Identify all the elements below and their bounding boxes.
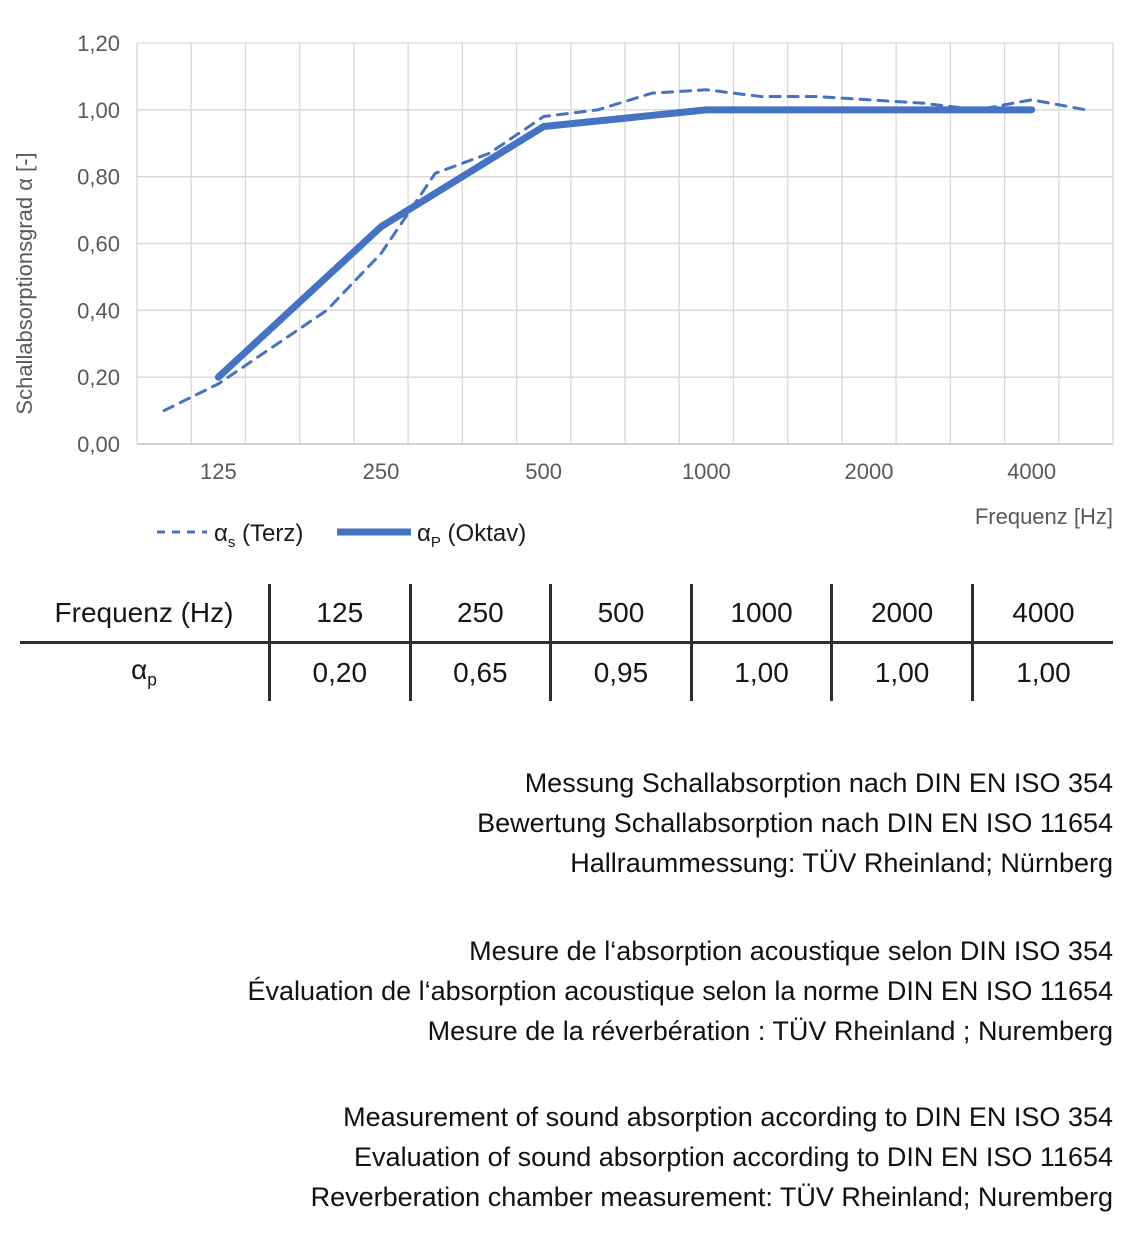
alpha-symbol: α [131, 654, 148, 686]
x-tick-label: 1000 [682, 459, 731, 484]
table-header-2000: 2000 [830, 584, 973, 644]
note-german-line-1: Messung Schallabsorption nach DIN EN ISO… [524, 768, 1113, 798]
y-axis-tick-labels: 0,00 0,20 0,40 0,60 0,80 1,00 1,20 [77, 31, 120, 457]
x-axis-tick-labels: 125 250 500 1000 2000 4000 [200, 459, 1056, 484]
table-value-1000: 1,00 [689, 642, 832, 701]
x-axis-title: Frequenz [Hz] [975, 504, 1113, 529]
y-tick-label: 0,60 [77, 232, 120, 257]
table-value-2000: 1,00 [830, 642, 973, 701]
series-alpha-p-oktav-line [214, 106, 1036, 381]
note-german: Messung Schallabsorption nach DIN EN ISO… [0, 763, 1135, 883]
table-value-4000: 1,00 [970, 642, 1113, 701]
note-english-line-2: Evaluation of sound absorption according… [354, 1142, 1113, 1172]
table-header-1000: 1000 [689, 584, 832, 644]
note-french-line-3: Mesure de la réverbération : TÜV Rheinla… [427, 1016, 1113, 1046]
x-tick-label: 500 [525, 459, 562, 484]
y-tick-label: 0,20 [77, 365, 120, 390]
table-header-500: 500 [549, 584, 692, 644]
absorption-table: Frequenz (Hz) 125 250 500 1000 2000 4000… [20, 584, 1113, 701]
table-header-row: Frequenz (Hz) 125 250 500 1000 2000 4000 [20, 584, 1113, 644]
table-value-125: 0,20 [268, 642, 411, 701]
legend-item-alpha-p-oktav: αP (Oktav) [337, 520, 526, 551]
y-tick-label: 1,20 [77, 31, 120, 56]
table-value-row: αp 0,20 0,65 0,95 1,00 1,00 1,00 [20, 642, 1113, 702]
table-header-125: 125 [268, 584, 411, 644]
note-english-line-1: Measurement of sound absorption accordin… [343, 1102, 1113, 1132]
note-french: Mesure de l‘absorption acoustique selon … [0, 931, 1135, 1051]
x-tick-label: 2000 [845, 459, 894, 484]
table-value-250: 0,65 [408, 642, 551, 701]
table-header-frequency: Frequenz (Hz) [20, 584, 270, 644]
gridlines [136, 42, 1114, 445]
y-tick-label: 0,40 [77, 298, 120, 323]
legend-item-alpha-s-terz: αs (Terz) [157, 520, 303, 551]
alpha-subscript-p: p [147, 669, 157, 690]
legend-label: αP (Oktav) [417, 520, 526, 551]
y-axis-title: Schallabsorptionsgrad α [-] [12, 152, 37, 414]
x-tick-label: 125 [200, 459, 237, 484]
absorption-chart: 0,00 0,20 0,40 0,60 0,80 1,00 1,20 125 250 500 100… [12, 31, 1114, 551]
note-french-line-1: Mesure de l‘absorption acoustique selon … [469, 936, 1113, 966]
table-row-label-alpha-p: αp [20, 643, 270, 702]
y-tick-label: 0,80 [77, 165, 120, 190]
y-tick-label: 1,00 [77, 98, 120, 123]
table-value-500: 0,95 [549, 642, 692, 701]
x-tick-label: 250 [363, 459, 400, 484]
series-alpha-s-terz-line [162, 88, 1088, 413]
note-french-line-2: Évaluation de l‘absorption acoustique se… [247, 976, 1113, 1006]
table-header-250: 250 [408, 584, 551, 644]
legend-label: αs (Terz) [214, 520, 303, 551]
table-header-4000: 4000 [970, 584, 1113, 644]
legend: αs (Terz) αP (Oktav) [157, 520, 526, 551]
y-tick-label: 0,00 [77, 432, 120, 457]
note-english-line-3: Reverberation chamber measurement: TÜV R… [310, 1182, 1113, 1212]
note-english: Measurement of sound absorption accordin… [0, 1097, 1135, 1217]
note-german-line-2: Bewertung Schallabsorption nach DIN EN I… [477, 808, 1113, 838]
x-tick-label: 4000 [1007, 459, 1056, 484]
note-german-line-3: Hallraummessung: TÜV Rheinland; Nürnberg [570, 848, 1113, 878]
